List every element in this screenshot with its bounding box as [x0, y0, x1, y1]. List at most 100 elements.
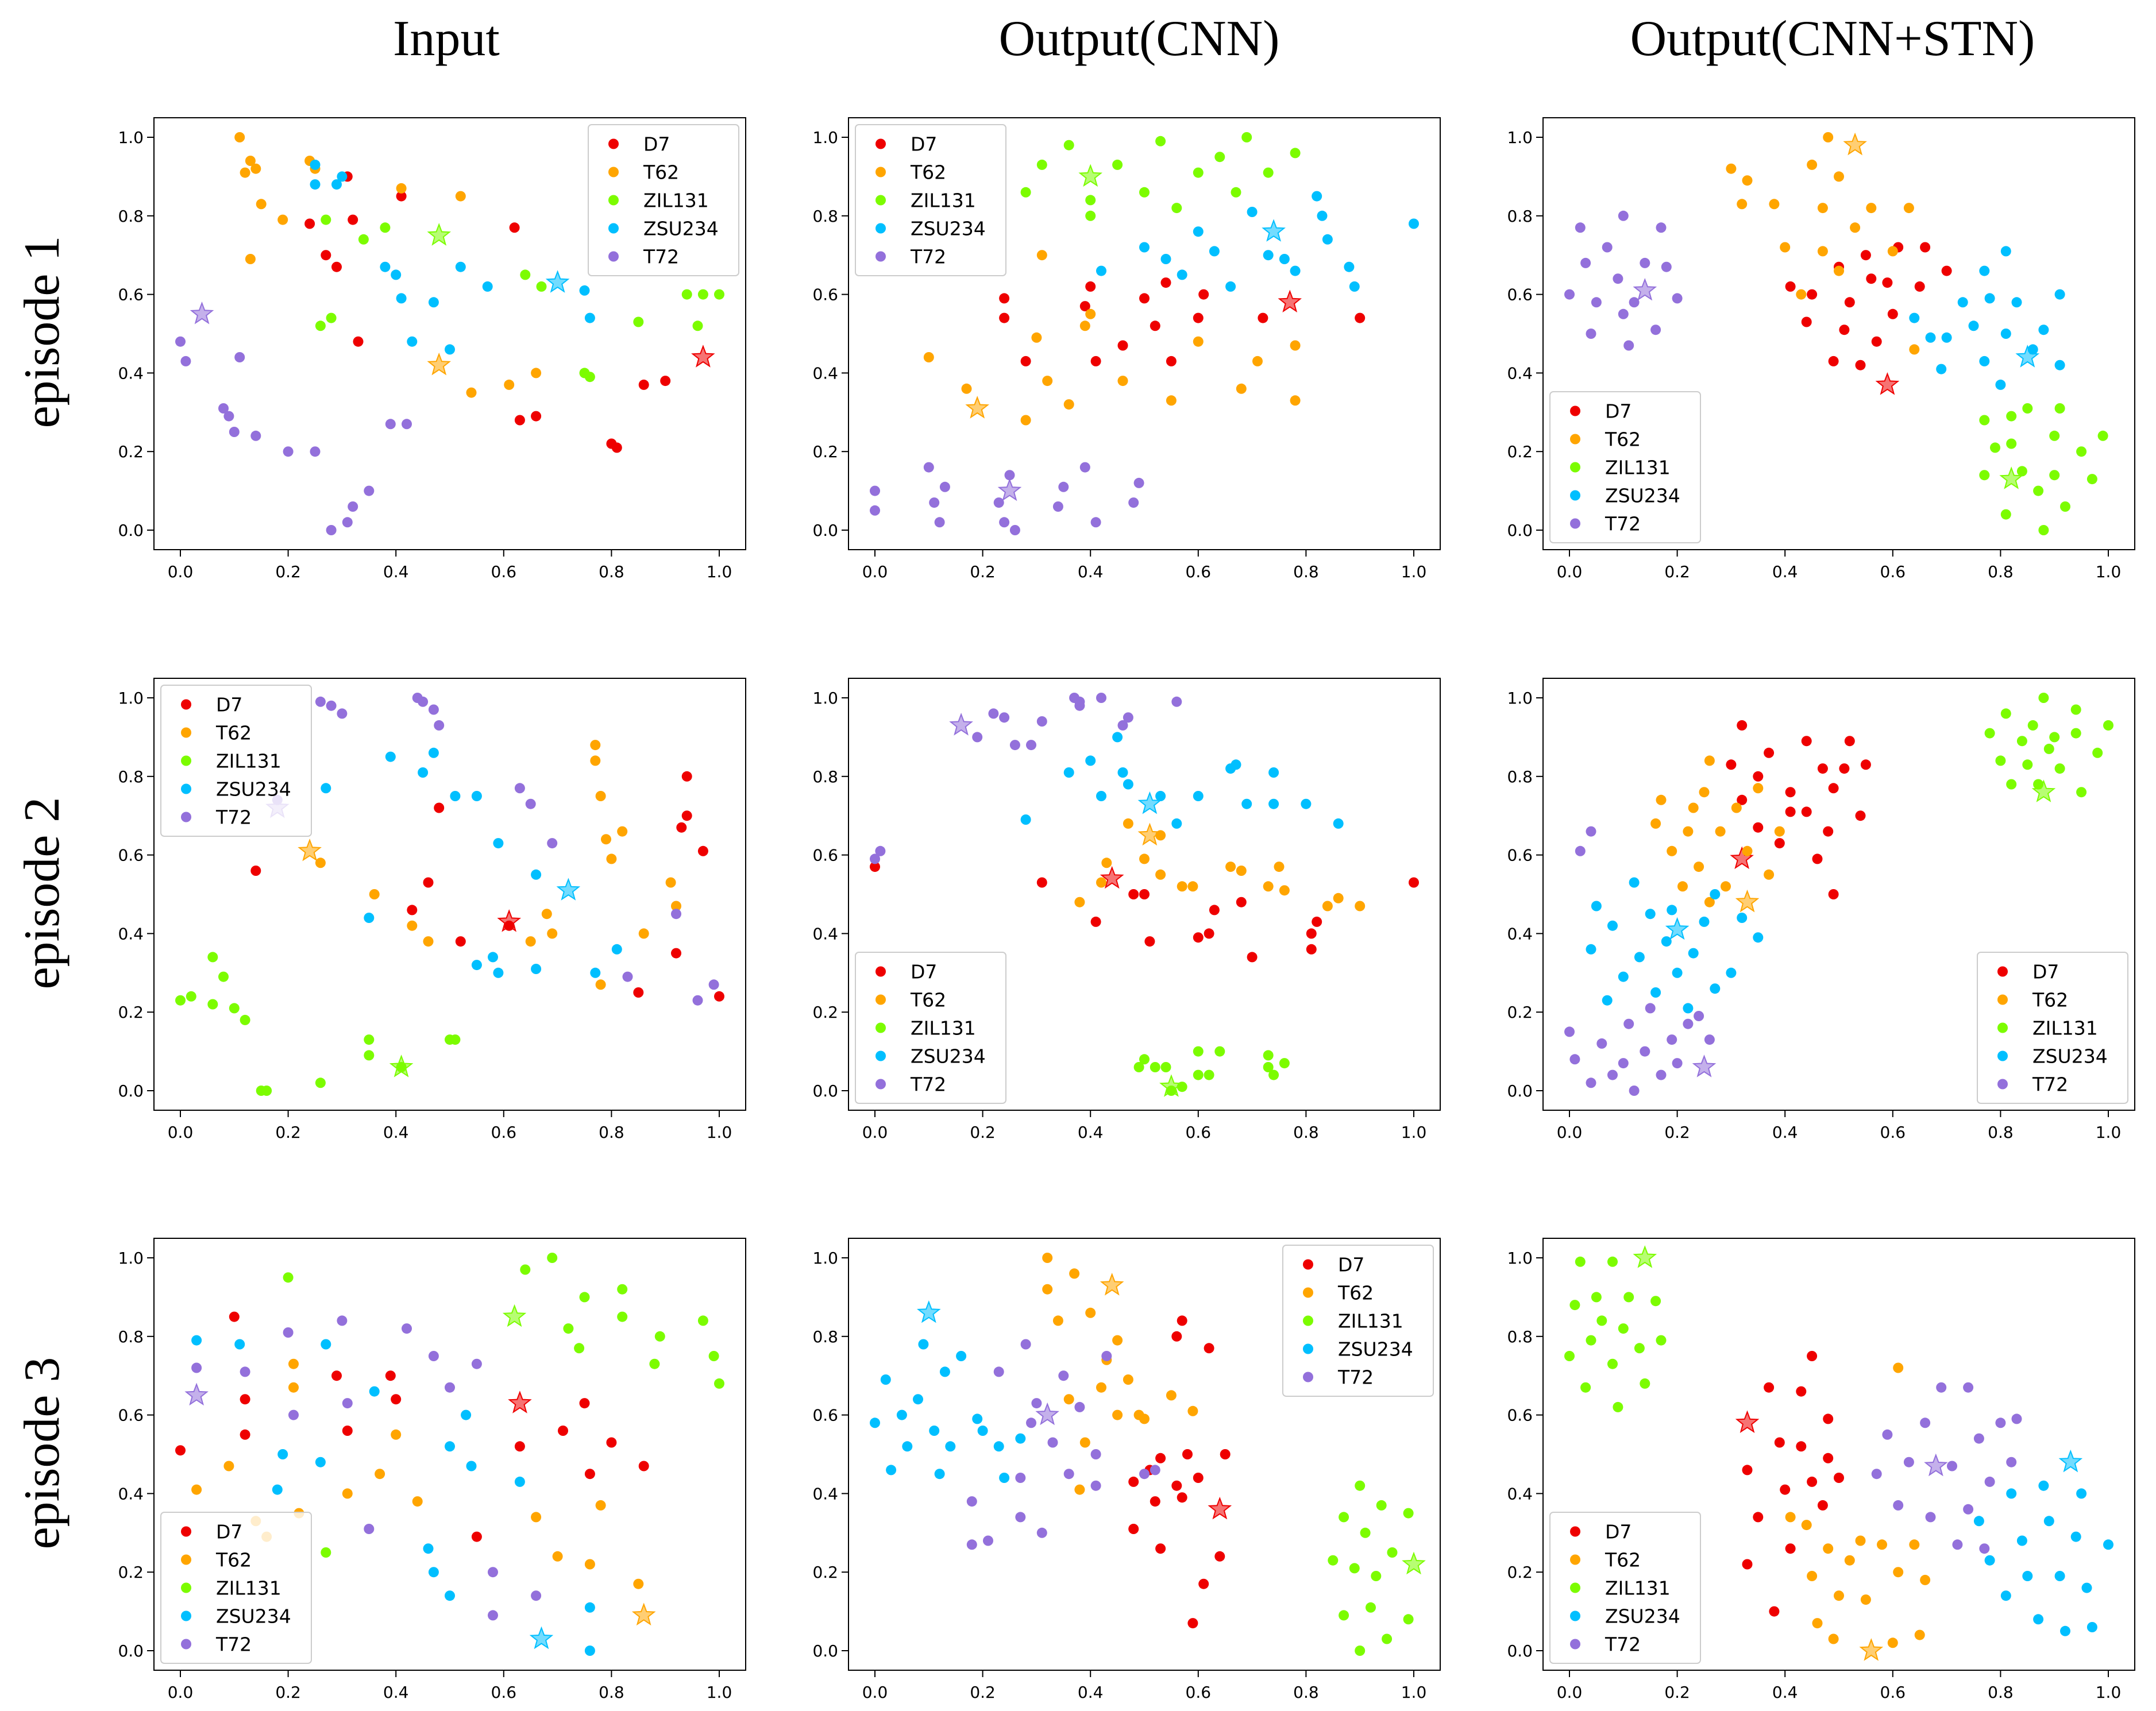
- point-t62: [1252, 356, 1263, 366]
- point-d7: [1774, 838, 1785, 849]
- y-tick-label: 0.6: [118, 285, 144, 304]
- point-t62: [1139, 853, 1150, 864]
- point-d7: [1887, 308, 1898, 319]
- point-d7: [331, 1370, 342, 1381]
- point-d7: [870, 862, 880, 872]
- point-d7: [321, 250, 331, 261]
- point-t72: [1893, 1500, 1904, 1511]
- point-t62: [1042, 1284, 1053, 1295]
- point-zil131: [1193, 1046, 1204, 1057]
- point-t62: [606, 853, 617, 864]
- legend-marker-zsu234: [181, 783, 191, 794]
- point-t72: [342, 1398, 353, 1409]
- y-tick-label: 0.2: [1507, 1563, 1533, 1582]
- legend-marker-t72: [875, 251, 886, 262]
- point-t72: [1936, 1382, 1947, 1393]
- prototype-star-zsu234: [2015, 345, 2040, 368]
- point-zsu234: [1979, 265, 1990, 276]
- point-d7: [1823, 1413, 1834, 1424]
- point-t72: [622, 971, 633, 982]
- point-zsu234: [466, 1461, 477, 1471]
- point-d7: [1182, 1449, 1193, 1459]
- point-zsu234: [1123, 779, 1133, 790]
- point-zil131: [633, 316, 644, 327]
- legend-label-t62: T62: [910, 161, 946, 184]
- point-d7: [1807, 1476, 1818, 1487]
- point-t62: [1031, 332, 1042, 343]
- point-d7: [240, 1394, 250, 1405]
- point-zsu234: [1301, 798, 1312, 809]
- point-t62: [1079, 320, 1090, 331]
- point-t72: [1586, 1077, 1596, 1088]
- legend: D7 T62 ZIL131 ZSU234 T72: [855, 952, 1006, 1104]
- point-zsu234: [1737, 913, 1748, 923]
- point-t72: [1058, 1370, 1069, 1381]
- point-zil131: [1403, 1508, 1414, 1519]
- point-zsu234: [1968, 320, 1979, 331]
- point-d7: [531, 411, 542, 422]
- point-t62: [423, 936, 434, 947]
- point-t72: [1591, 297, 1602, 308]
- point-t72: [1629, 297, 1640, 308]
- y-tick-label: 0.0: [118, 521, 144, 540]
- y-tick-label: 1.0: [1507, 128, 1533, 147]
- point-t62: [595, 791, 606, 801]
- point-t72: [223, 411, 234, 422]
- point-t72: [1683, 1018, 1694, 1029]
- y-tick-label: 1.0: [118, 1249, 144, 1268]
- point-t62: [1677, 881, 1688, 892]
- point-zsu234: [929, 1426, 940, 1436]
- point-t62: [191, 1484, 202, 1495]
- point-d7: [1355, 312, 1366, 323]
- point-t72: [929, 497, 940, 508]
- point-t72: [1569, 1054, 1580, 1065]
- point-d7: [229, 1311, 240, 1322]
- point-zsu234: [1941, 332, 1952, 343]
- point-zil131: [1376, 1500, 1387, 1511]
- point-zsu234: [531, 869, 542, 880]
- point-t62: [1699, 787, 1710, 798]
- y-tick-label: 0.4: [812, 364, 838, 383]
- y-tick-label: 0.6: [118, 846, 144, 865]
- point-t72: [531, 1590, 542, 1601]
- point-zil131: [1634, 1343, 1645, 1354]
- y-tick-label: 0.4: [118, 1484, 144, 1503]
- legend-marker-d7: [875, 138, 886, 149]
- point-t72: [1650, 325, 1661, 335]
- point-d7: [1801, 806, 1812, 817]
- legend-marker-zil131: [608, 195, 619, 206]
- series-d7: [250, 771, 724, 1002]
- y-tick-label: 0.0: [812, 1642, 838, 1660]
- point-zil131: [2000, 509, 2011, 520]
- series-zil131: [315, 214, 724, 383]
- point-t72: [1963, 1382, 1974, 1393]
- point-t62: [601, 834, 611, 845]
- point-d7: [1236, 897, 1247, 907]
- point-d7: [1871, 336, 1882, 347]
- point-d7: [1204, 1343, 1214, 1354]
- point-t72: [1920, 1418, 1931, 1428]
- point-zsu234: [1209, 246, 1220, 257]
- y-tick-label: 0.2: [1507, 1003, 1533, 1022]
- point-zsu234: [1344, 261, 1355, 272]
- legend-label-t62: T62: [2032, 989, 2068, 1011]
- point-d7: [1171, 1480, 1182, 1491]
- x-tick-label: 0.6: [491, 1123, 517, 1142]
- point-t62: [1764, 869, 1775, 880]
- point-zsu234: [1155, 791, 1166, 801]
- point-t62: [1656, 794, 1667, 805]
- point-zil131: [2038, 525, 2049, 535]
- point-t72: [2006, 1457, 2017, 1467]
- point-d7: [1177, 1492, 1187, 1503]
- point-t72: [234, 352, 245, 362]
- x-tick-label: 0.0: [168, 1683, 194, 1702]
- point-t62: [1807, 1571, 1818, 1581]
- point-t72: [1036, 716, 1047, 727]
- y-tick-label: 0.0: [812, 1082, 838, 1100]
- point-zsu234: [896, 1409, 907, 1420]
- point-d7: [1150, 1496, 1160, 1507]
- point-t62: [288, 1358, 299, 1369]
- x-tick-label: 0.0: [1557, 562, 1583, 581]
- point-zil131: [617, 1284, 628, 1295]
